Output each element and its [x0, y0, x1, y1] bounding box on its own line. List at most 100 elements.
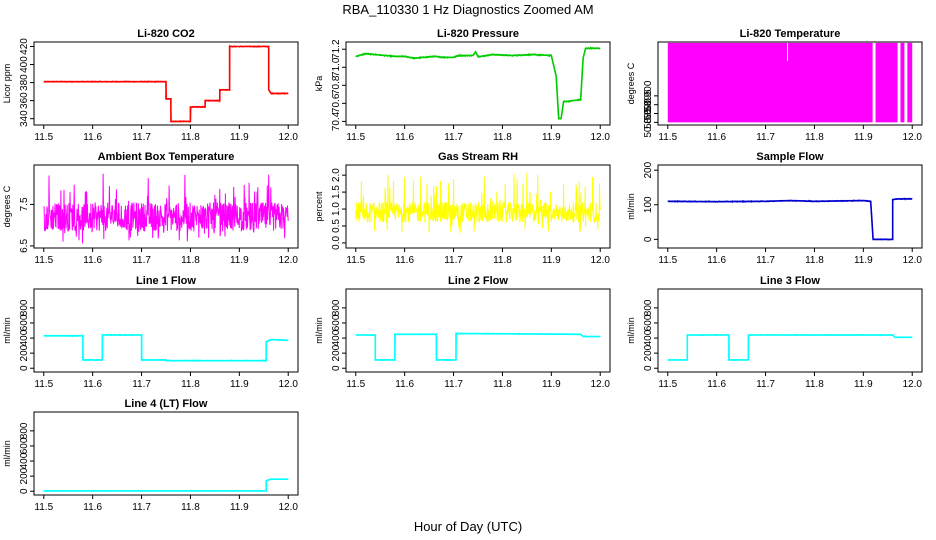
- series-line: [667, 333, 913, 362]
- x-tick-label: 11.7: [756, 255, 775, 266]
- y-axis-label: percent: [314, 191, 324, 222]
- x-tick-label: 11.8: [493, 255, 512, 266]
- plot-frame: [657, 164, 923, 249]
- y-tick-label: 70.4: [331, 111, 342, 131]
- y-tick-label: 340: [19, 110, 30, 127]
- x-tick-label: 11.8: [181, 379, 200, 390]
- plot-area: [43, 333, 289, 363]
- x-tick-label: 11.9: [230, 255, 249, 266]
- x-tick-label: 12.0: [902, 255, 922, 266]
- x-tick-label: 12.0: [278, 255, 298, 266]
- series-step-line: [43, 334, 289, 362]
- plot-frame: [33, 164, 299, 249]
- panel-6: Line 1 Flow ml/min 11.5 11.6 11.7 11.8 11.9 12.…: [2, 275, 299, 390]
- y-tick-label: 0.5: [331, 219, 342, 233]
- y-tick-label: 70.6: [331, 93, 342, 113]
- plot-area: [355, 331, 601, 362]
- x-tick-label: 11.6: [83, 379, 102, 390]
- x-tick-label: 11.8: [805, 132, 824, 143]
- x-tick-label: 11.5: [658, 255, 677, 266]
- x-tick-label: 11.8: [805, 255, 824, 266]
- panel-1: Li-820 Pressure kPa 11.5 11.6 11.7 11.8 11.9 12…: [314, 28, 611, 143]
- y-axis-label: kPa: [314, 76, 324, 92]
- x-tick-label: 12.0: [278, 502, 298, 513]
- panel-title: Li-820 Temperature: [740, 28, 841, 40]
- x-tick-label: 11.5: [34, 379, 53, 390]
- series-line: [355, 172, 601, 233]
- y-tick-label: 400: [19, 329, 30, 346]
- plot-frame: [345, 164, 611, 249]
- x-tick-label: 11.8: [493, 132, 512, 143]
- series-line: [43, 333, 289, 363]
- plot-area: [667, 42, 913, 123]
- x-tick-label: 11.8: [181, 255, 200, 266]
- y-axis-label: ml/min: [626, 317, 636, 344]
- x-tick-label: 11.5: [34, 132, 53, 143]
- y-axis-label: Licor ppm: [2, 64, 12, 104]
- x-tick-label: 11.6: [395, 379, 414, 390]
- x-tick-label: 12.0: [902, 379, 922, 390]
- x-tick-label: 11.6: [83, 132, 102, 143]
- y-tick-label: 7.5: [19, 197, 30, 211]
- y-tick-label: 0: [19, 488, 30, 494]
- x-tick-label: 11.7: [132, 132, 151, 143]
- y-tick-label: 600: [19, 314, 30, 331]
- x-tick-label: 11.5: [34, 255, 53, 266]
- panel-5: Sample Flow ml/min 11.5 11.6 11.7 11.8 11.9 12.…: [626, 151, 923, 266]
- plot-area: [355, 172, 601, 233]
- panel-4: Gas Stream RH percent 11.5 11.6 11.7 11.8 11.9…: [314, 151, 611, 266]
- y-tick-label: 50.890: [643, 98, 654, 129]
- y-tick-label: 420: [19, 38, 30, 55]
- series-line: [43, 478, 289, 492]
- x-tick-label: 11.7: [444, 379, 463, 390]
- panel-title: Line 4 (LT) Flow: [125, 398, 208, 410]
- x-tick-label: 11.6: [707, 379, 726, 390]
- y-tick-label: 0.0: [331, 236, 342, 250]
- y-tick-label: 0: [331, 365, 342, 371]
- y-tick-label: 71.0: [331, 57, 342, 77]
- x-tick-label: 11.8: [181, 502, 200, 513]
- y-axis-label: ml/min: [2, 440, 12, 467]
- series-step-line: [355, 332, 601, 361]
- y-axis-label: ml/min: [2, 317, 12, 344]
- plot-frame: [657, 41, 923, 126]
- plot-area: [43, 173, 289, 244]
- x-tick-label: 11.7: [132, 502, 151, 513]
- panel-3: Ambient Box Temperature degrees C 11.5 11.6…: [2, 151, 299, 266]
- x-tick-label: 12.0: [278, 132, 298, 143]
- x-tick-label: 12.0: [590, 132, 610, 143]
- y-axis-label: ml/min: [626, 193, 636, 220]
- x-tick-label: 12.0: [902, 132, 922, 143]
- plot-frame: [33, 411, 299, 496]
- plot-area: [43, 478, 289, 492]
- x-tick-label: 11.6: [707, 255, 726, 266]
- x-tick-label: 11.9: [542, 255, 561, 266]
- plot-area: [667, 197, 913, 241]
- series-step-line: [43, 45, 289, 123]
- series-step-line: [43, 478, 289, 492]
- panel-title: Line 2 Flow: [448, 275, 508, 287]
- y-tick-label: 380: [19, 74, 30, 91]
- y-axis-label: degrees C: [2, 185, 12, 227]
- y-tick-label: 1.5: [331, 185, 342, 199]
- y-axis-label: degrees C: [626, 62, 636, 104]
- y-tick-label: 800: [331, 299, 342, 316]
- x-tick-label: 11.6: [83, 502, 102, 513]
- x-tick-label: 11.5: [346, 132, 365, 143]
- y-tick-label: 71.2: [331, 39, 342, 59]
- plot-area: [43, 44, 289, 123]
- x-tick-label: 11.8: [805, 379, 824, 390]
- fill-band-0: [667, 42, 873, 123]
- y-tick-label: 400: [643, 329, 654, 346]
- fill-band-2: [900, 42, 905, 123]
- x-tick-label: 11.6: [395, 132, 414, 143]
- y-tick-label: 360: [19, 92, 30, 109]
- panel-title: Sample Flow: [756, 151, 824, 163]
- series-line: [355, 331, 601, 362]
- x-tick-label: 11.7: [444, 132, 463, 143]
- panel-0: Li-820 CO2 Licor ppm 11.5 11.6 11.7 11.8 11.9 1…: [2, 28, 299, 143]
- panel-2: Li-820 Temperature degrees C 11.5 11.6 11.7 1…: [626, 28, 923, 143]
- y-tick-label: 50.900: [643, 80, 654, 111]
- x-tick-label: 11.7: [756, 379, 775, 390]
- panel-title: Line 3 Flow: [760, 275, 820, 287]
